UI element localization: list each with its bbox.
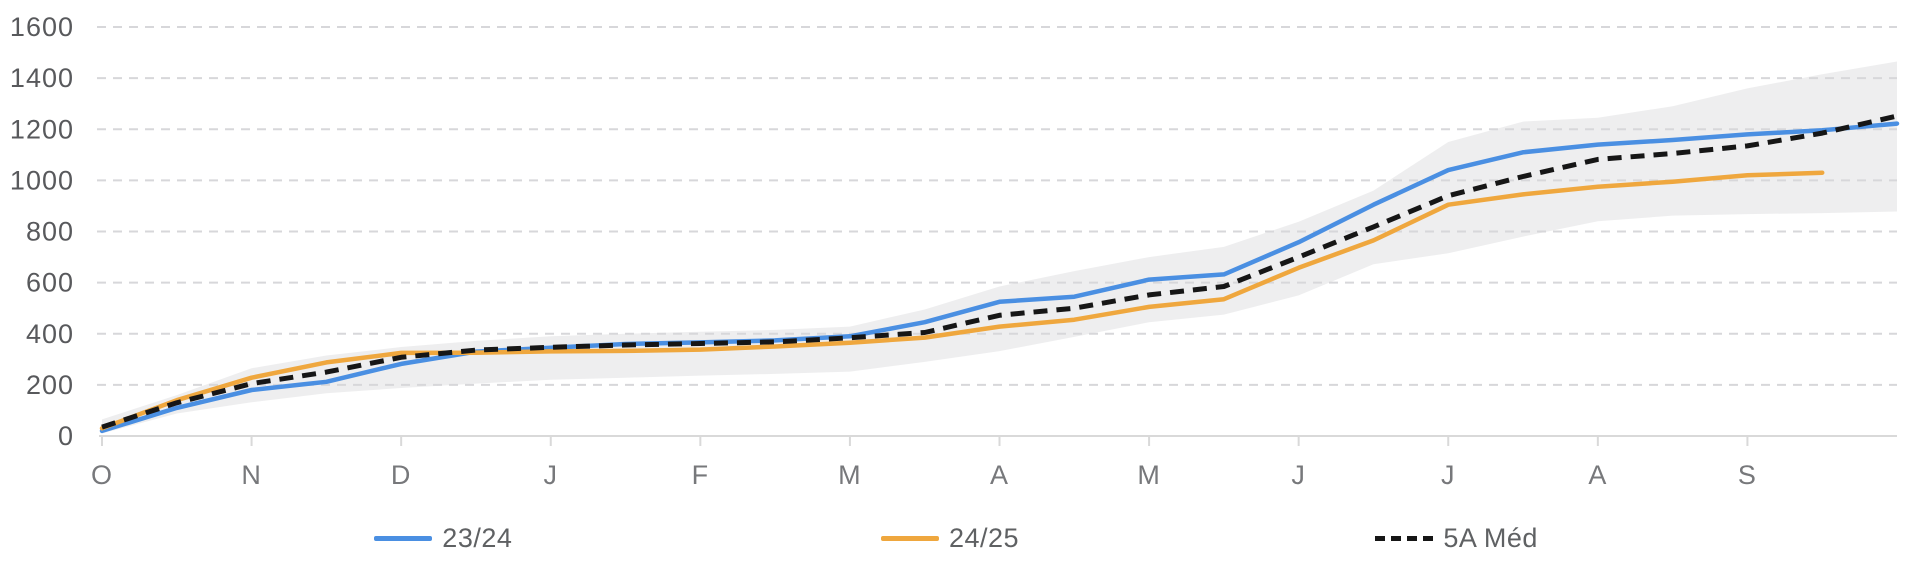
legend-swatch (880, 535, 939, 541)
x-axis-label: F (692, 460, 710, 490)
x-axis-label: S (1738, 460, 1757, 490)
x-axis-label: J (1291, 460, 1306, 490)
legend-label: 23/24 (442, 522, 513, 553)
chart-legend: 23/24 24/25 5A Méd (0, 516, 1920, 560)
chart-svg: 0 200 400 600 800 1000 1200 1400 1600 O N D J F M A M J J… (10, 12, 1900, 490)
y-axis-label: 1200 (10, 114, 74, 144)
y-axis-label: 1000 (10, 165, 74, 195)
x-axis-label: O (91, 460, 113, 490)
legend-item-23-24[interactable]: 23/24 (190, 523, 697, 554)
series-lines (99, 113, 1900, 434)
legend-item-24-25[interactable]: 24/25 (697, 523, 1204, 554)
x-axis-label: M (1137, 460, 1161, 490)
y-axis-label: 600 (26, 268, 74, 298)
range-band-area (102, 61, 1897, 434)
y-axis-label: 800 (26, 217, 74, 247)
legend-swatch (1375, 535, 1434, 541)
series-line-23-24 (99, 121, 1900, 434)
grid-lines (97, 26, 1897, 386)
y-axis-label: 0 (58, 421, 74, 451)
x-axis-label: A (1588, 460, 1607, 490)
y-axis-labels: 0 200 400 600 800 1000 1200 1400 1600 (10, 12, 74, 451)
series-line-5A-M-d (101, 113, 1898, 430)
x-axis-label: N (241, 460, 262, 490)
legend-item-5a-med[interactable]: 5A Méd (1203, 523, 1710, 554)
legend-label: 24/25 (948, 522, 1020, 553)
x-axis-label: J (544, 460, 559, 490)
y-axis-label: 1400 (10, 63, 74, 93)
legend-swatch (374, 535, 433, 541)
y-axis-label: 1600 (10, 12, 74, 42)
legend-label: 5A Méd (1443, 522, 1538, 553)
x-axis-label: A (990, 460, 1009, 490)
x-axis-label: M (838, 460, 862, 490)
y-axis-label: 400 (26, 319, 74, 349)
x-axis-label: D (391, 460, 412, 490)
y-axis-label: 200 (26, 370, 74, 400)
x-axis (99, 435, 1897, 446)
series-line-24-25 (99, 170, 1825, 431)
range-band (102, 61, 1897, 434)
x-axis-label: J (1441, 460, 1456, 490)
